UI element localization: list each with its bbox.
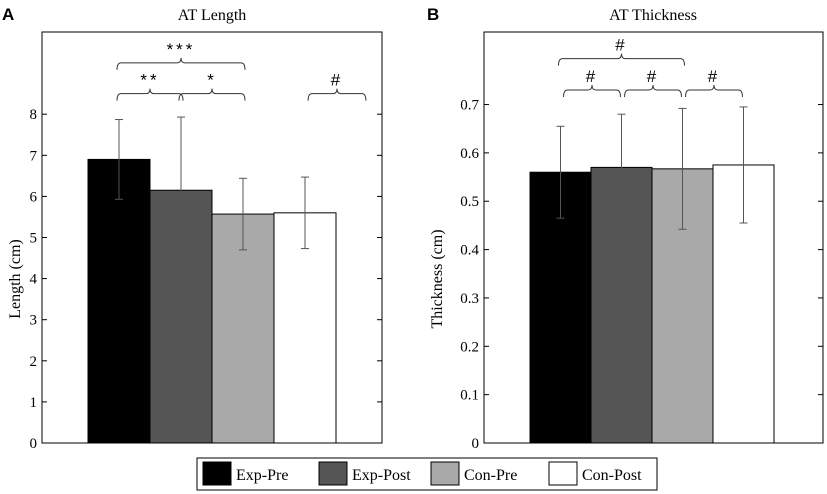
legend-swatch [202, 461, 232, 486]
significance-bracket [116, 88, 184, 101]
legend-label: Con-Pre [464, 467, 517, 484]
significance-label: # [708, 67, 720, 86]
y-tick-label: 1 [30, 395, 38, 411]
significance-bracket [178, 88, 246, 101]
y-tick-label: 0.1 [460, 388, 479, 404]
error-bars [556, 106, 748, 230]
significance-label: # [331, 71, 343, 90]
y-ticks: 0 1 2 3 4 5 6 7 8 [30, 107, 382, 452]
y-tick-label: 8 [30, 107, 38, 123]
chart-title: AT Thickness [609, 7, 697, 24]
legend-swatch [430, 461, 460, 486]
significance-label: *** [167, 40, 196, 59]
y-tick-label: 0 [472, 436, 480, 452]
legend-box [196, 457, 658, 491]
significance-label: ** [140, 71, 159, 90]
significance-bracket [685, 85, 743, 98]
significance-label: # [615, 36, 627, 55]
legend-entries: Exp-Pre Exp-Post Con-Pre Con-Post [202, 461, 642, 486]
y-tick-label: 7 [30, 148, 38, 164]
significance-bracket [624, 85, 682, 98]
significance-bracket [558, 53, 685, 66]
bars [529, 164, 775, 444]
bar-con-post [273, 212, 337, 444]
y-tick-label: 5 [30, 231, 38, 247]
y-ticks: 0 0.1 0.2 0.3 0.4 0.5 0.6 0.7 [460, 98, 823, 452]
significance-annotations: # # # # [558, 36, 743, 98]
significance-bracket [116, 57, 246, 70]
significance-annotations: ** * #*** [116, 40, 367, 101]
bar-exp-pre [87, 158, 151, 444]
y-tick-label: 0 [30, 436, 38, 452]
legend-label: Con-Post [582, 467, 642, 484]
y-tick-label: 3 [30, 313, 38, 329]
significance-label: # [586, 67, 598, 86]
y-tick-label: 6 [30, 189, 38, 205]
error-bars [115, 116, 309, 264]
y-tick-label: 2 [30, 354, 38, 370]
significance-bracket [307, 88, 367, 101]
significance-bracket [563, 85, 621, 98]
chart-title: AT Length [178, 7, 247, 24]
y-tick-label: 4 [30, 272, 38, 288]
legend-swatch [548, 461, 578, 486]
legend-label: Exp-Post [352, 467, 411, 484]
legend-label: Exp-Pre [236, 467, 288, 484]
significance-label: * [207, 71, 217, 90]
y-tick-label: 0.3 [460, 291, 479, 307]
y-axis-label: Length (cm) [7, 239, 24, 319]
bars [87, 158, 337, 444]
panel-letter-b: B [427, 5, 439, 24]
legend-swatch [318, 461, 348, 486]
y-tick-label: 0.2 [460, 339, 479, 355]
significance-label: # [647, 67, 659, 86]
y-tick-label: 0.5 [460, 194, 479, 210]
y-tick-label: 0.6 [460, 146, 479, 162]
y-tick-label: 0.7 [460, 98, 479, 114]
legend: Exp-Pre Exp-Post Con-Pre Con-Post [196, 457, 658, 491]
y-tick-label: 0.4 [460, 243, 479, 259]
y-axis-label: Thickness (cm) [429, 229, 446, 328]
chart-at-thickness: AT Thickness Thickness (cm) 0 0.1 0.2 0.3 0.… [429, 7, 824, 452]
panel-letter-a: A [2, 5, 14, 24]
